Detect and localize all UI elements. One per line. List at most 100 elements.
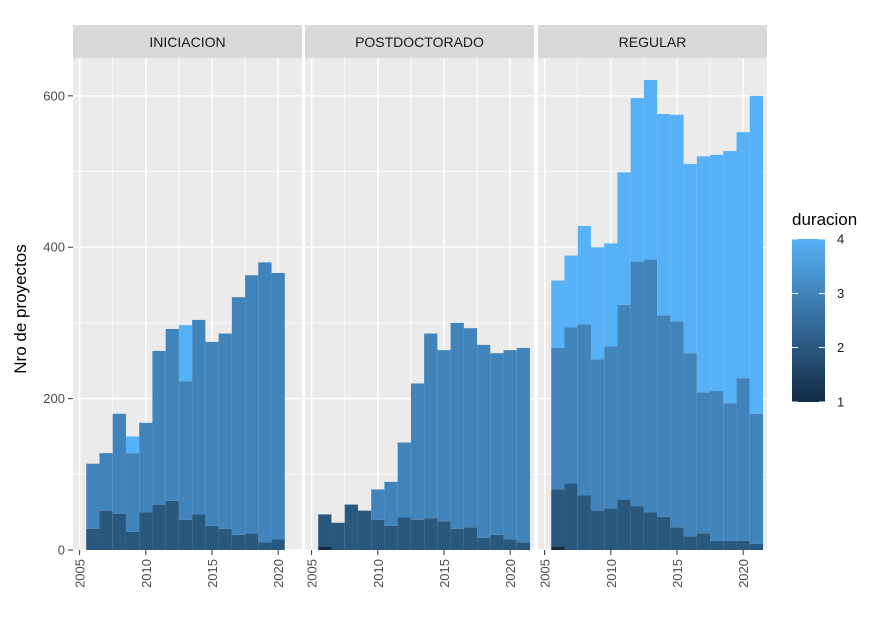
bar-2006-duracion-3 bbox=[551, 347, 565, 490]
bar-2010-duracion-3 bbox=[139, 422, 153, 513]
x-tick-label: 2015 bbox=[205, 559, 220, 588]
x-tick-label: 2010 bbox=[604, 559, 619, 588]
bar-2014-duracion-3 bbox=[192, 319, 206, 515]
bar-2016-duracion-4 bbox=[683, 163, 697, 354]
x-tick-label: 2005 bbox=[538, 559, 553, 588]
bar-2009-duracion-3 bbox=[125, 453, 140, 532]
y-tick-label: 200 bbox=[43, 391, 65, 406]
bar-2012-duracion-3 bbox=[630, 261, 644, 507]
bar-2019-duracion-2 bbox=[723, 540, 737, 550]
bar-2019-duracion-4 bbox=[723, 151, 737, 404]
bar-2015-duracion-3 bbox=[205, 341, 219, 526]
bar-2020-duracion-4 bbox=[736, 132, 750, 379]
x-tick-label: 2010 bbox=[139, 559, 154, 588]
axes: 2005 2010 2015 2020 2005 2010 2015 2020 2005 2010… bbox=[43, 88, 751, 588]
bar-2020-duracion-2 bbox=[736, 540, 750, 550]
legend: duracion 4 3 2 1 bbox=[792, 210, 857, 410]
legend-label: 2 bbox=[837, 340, 844, 355]
bar-2014-duracion-4 bbox=[657, 114, 671, 316]
bar-2006-duracion-2 bbox=[86, 528, 100, 550]
x-tick-label: 2020 bbox=[271, 559, 286, 588]
bar-2010-duracion-2 bbox=[604, 508, 618, 550]
y-tick-label: 0 bbox=[58, 543, 65, 558]
bar-2019-duracion-2 bbox=[490, 534, 504, 550]
bar-2021-duracion-4 bbox=[749, 95, 764, 414]
bar-2011-duracion-4 bbox=[617, 172, 631, 305]
bar-2019-duracion-2 bbox=[258, 542, 272, 550]
bar-2017-duracion-3 bbox=[463, 328, 478, 528]
bar-2008-duracion-2 bbox=[112, 513, 126, 550]
panel-strip bbox=[538, 25, 767, 58]
bar-2011-duracion-3 bbox=[617, 304, 631, 500]
bar-2013-duracion-4 bbox=[643, 79, 658, 260]
bar-2015-duracion-2 bbox=[205, 525, 219, 550]
bar-2018-duracion-2 bbox=[477, 537, 491, 550]
bar-2021-duracion-3 bbox=[749, 413, 764, 544]
bar-2014-duracion-2 bbox=[192, 514, 206, 550]
bar-2015-duracion-4 bbox=[670, 114, 684, 322]
bar-2020-duracion-2 bbox=[271, 539, 285, 550]
x-tick-label: 2020 bbox=[736, 559, 751, 588]
bar-2008-duracion-3 bbox=[112, 413, 126, 514]
y-tick-label: 400 bbox=[43, 240, 65, 255]
bar-2018-duracion-2 bbox=[710, 540, 724, 550]
bar-2015-duracion-3 bbox=[670, 321, 684, 528]
bar-2012-duracion-4 bbox=[630, 98, 644, 262]
bar-2020-duracion-3 bbox=[503, 350, 517, 540]
bar-2009-duracion-4 bbox=[590, 247, 605, 360]
bar-2017-duracion-3 bbox=[231, 297, 246, 535]
legend-title: duracion bbox=[792, 210, 857, 229]
bar-2010-duracion-3 bbox=[604, 346, 618, 509]
bar-2014-duracion-3 bbox=[424, 333, 438, 519]
bar-2009-duracion-2 bbox=[357, 510, 372, 550]
bar-2007-duracion-3 bbox=[564, 327, 578, 484]
bar-2006-duracion-1 bbox=[551, 546, 565, 550]
x-tick-label: 2015 bbox=[670, 559, 685, 588]
bar-2018-duracion-4 bbox=[710, 154, 724, 392]
bar-2014-duracion-3 bbox=[657, 315, 671, 517]
bar-2007-duracion-2 bbox=[99, 510, 113, 550]
x-tick-label: 2010 bbox=[371, 559, 386, 588]
bar-2017-duracion-3 bbox=[696, 392, 711, 534]
bars bbox=[551, 79, 764, 550]
panel-postdoctorado: POSTDOCTORADO bbox=[305, 25, 534, 551]
bar-2013-duracion-2 bbox=[643, 512, 658, 550]
bar-2013-duracion-3 bbox=[410, 383, 425, 520]
bar-2012-duracion-2 bbox=[397, 517, 411, 550]
bar-2019-duracion-3 bbox=[723, 403, 737, 541]
bar-2013-duracion-3 bbox=[178, 381, 193, 520]
bar-2021-duracion-2 bbox=[516, 542, 531, 550]
panel-strip bbox=[73, 25, 302, 58]
bar-2017-duracion-2 bbox=[231, 534, 246, 550]
bar-2007-duracion-2 bbox=[331, 522, 345, 550]
bar-2009-duracion-4 bbox=[125, 436, 140, 454]
x-tick-label: 2005 bbox=[73, 559, 88, 588]
x-tick-label: 2005 bbox=[305, 559, 320, 588]
bar-2009-duracion-2 bbox=[590, 510, 605, 550]
bar-2010-duracion-4 bbox=[604, 243, 618, 347]
bar-2013-duracion-4 bbox=[178, 325, 193, 382]
bar-2021-duracion-3 bbox=[516, 347, 531, 543]
panel-title: INICIACION bbox=[149, 34, 225, 50]
gridlines bbox=[73, 58, 302, 551]
bar-2018-duracion-3 bbox=[245, 275, 259, 534]
bar-2008-duracion-3 bbox=[577, 324, 591, 496]
bar-2016-duracion-3 bbox=[683, 353, 697, 537]
bar-2012-duracion-3 bbox=[165, 328, 179, 501]
x-tick-label: 2020 bbox=[503, 559, 518, 588]
y-axis-title: Nro de proyectos bbox=[11, 244, 30, 373]
bar-2016-duracion-2 bbox=[683, 536, 697, 550]
bar-2021-duracion-2 bbox=[749, 543, 764, 550]
bar-2007-duracion-2 bbox=[564, 483, 578, 550]
bar-2011-duracion-3 bbox=[384, 481, 398, 526]
panel-iniciacion: INICIACION bbox=[73, 25, 302, 551]
bar-2017-duracion-4 bbox=[696, 156, 711, 393]
bar-2017-duracion-2 bbox=[463, 527, 478, 550]
y-tick-label: 600 bbox=[43, 88, 65, 103]
bar-2011-duracion-2 bbox=[617, 499, 631, 550]
bar-2016-duracion-2 bbox=[450, 528, 464, 550]
bar-2008-duracion-4 bbox=[577, 226, 591, 325]
bar-2016-duracion-3 bbox=[218, 333, 232, 529]
panel-regular: REGULAR bbox=[538, 25, 767, 551]
